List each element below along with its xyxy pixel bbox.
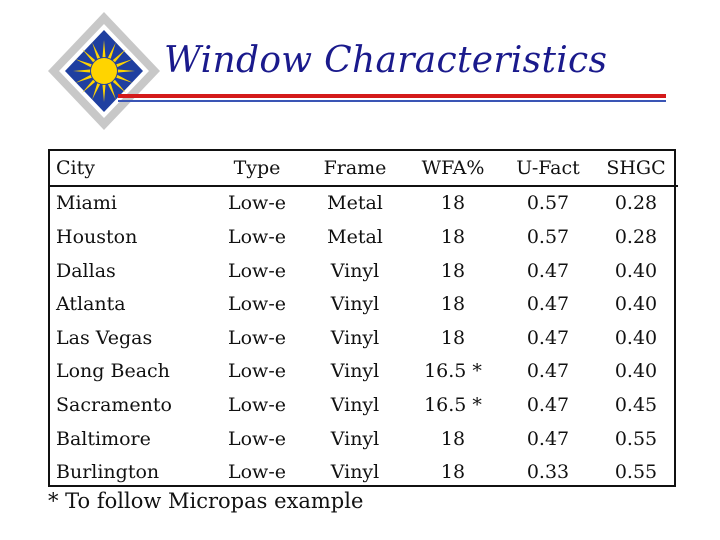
cell-shgc: 0.40 xyxy=(614,293,658,316)
table-row: Atlanta Low-e Vinyl 18 0.47 0.40 xyxy=(50,287,678,321)
cell-frame: Vinyl xyxy=(330,461,380,484)
col-header-frame: Frame xyxy=(323,156,387,179)
cell-type: Low-e xyxy=(228,293,286,316)
cell-u-factor: 0.47 xyxy=(526,259,570,282)
table-row: Las Vegas Low-e Vinyl 18 0.47 0.40 xyxy=(50,321,678,355)
sun-ray xyxy=(92,83,101,100)
cell-type: Low-e xyxy=(228,360,286,383)
cell-city: Burlington xyxy=(56,461,160,484)
sun-ray xyxy=(92,42,101,59)
sun-ray xyxy=(117,69,135,73)
table-row: Dallas Low-e Vinyl 18 0.47 0.40 xyxy=(50,254,678,288)
cell-u-factor: 0.47 xyxy=(526,427,570,450)
sun-ray xyxy=(112,49,126,63)
cell-wfa: 18 xyxy=(440,326,466,349)
cell-wfa: 18 xyxy=(440,427,466,450)
cell-frame: Metal xyxy=(327,192,383,215)
sun-ray xyxy=(82,49,96,63)
cell-u-factor: 0.57 xyxy=(526,225,570,248)
cell-frame: Vinyl xyxy=(330,326,380,349)
cell-city: Dallas xyxy=(56,259,116,282)
title-rule-blue xyxy=(118,100,666,102)
cell-shgc: 0.55 xyxy=(614,427,658,450)
cell-type: Low-e xyxy=(228,393,286,416)
cell-wfa: 18 xyxy=(440,259,466,282)
cell-frame: Vinyl xyxy=(330,293,380,316)
cell-city: Long Beach xyxy=(56,360,170,383)
cell-city: Sacramento xyxy=(56,393,172,416)
table-row: Sacramento Low-e Vinyl 16.5 * 0.47 0.45 xyxy=(50,388,678,422)
table-row: Burlington Low-e Vinyl 18 0.33 0.55 xyxy=(50,455,678,489)
cell-shgc: 0.55 xyxy=(614,461,658,484)
cell-u-factor: 0.47 xyxy=(526,326,570,349)
cell-wfa: 16.5 * xyxy=(424,360,482,383)
cell-shgc: 0.28 xyxy=(614,192,658,215)
sun-ray xyxy=(116,59,133,68)
cell-type: Low-e xyxy=(228,225,286,248)
cell-shgc: 0.40 xyxy=(614,326,658,349)
cell-city: Las Vegas xyxy=(56,326,153,349)
col-header-wfa: WFA% xyxy=(421,156,485,179)
page-title: Window Characteristics xyxy=(164,40,608,81)
title-rule-red xyxy=(118,94,666,98)
cell-type: Low-e xyxy=(228,192,286,215)
sun-ray xyxy=(75,59,92,68)
cell-u-factor: 0.57 xyxy=(526,192,570,215)
sun-ray xyxy=(107,83,116,100)
sun-ray xyxy=(112,79,126,93)
cell-type: Low-e xyxy=(228,461,286,484)
cell-city: Atlanta xyxy=(56,293,126,316)
cell-frame: Vinyl xyxy=(330,360,380,383)
window-characteristics-table: City Type Frame WFA% U-Fact SHGC Miami L… xyxy=(48,149,678,489)
cell-city: Miami xyxy=(56,192,117,215)
cell-u-factor: 0.47 xyxy=(526,393,570,416)
cell-type: Low-e xyxy=(228,326,286,349)
cell-frame: Vinyl xyxy=(330,393,380,416)
cell-shgc: 0.28 xyxy=(614,225,658,248)
sun-ray xyxy=(73,69,91,73)
sun-ray xyxy=(102,84,106,102)
cell-wfa: 16.5 * xyxy=(424,393,482,416)
col-header-shgc: SHGC xyxy=(606,156,666,179)
table-header-row: City Type Frame WFA% U-Fact SHGC xyxy=(50,151,678,186)
cell-type: Low-e xyxy=(228,427,286,450)
cell-u-factor: 0.47 xyxy=(526,360,570,383)
sun-ray xyxy=(75,74,92,83)
table-row: Baltimore Low-e Vinyl 18 0.47 0.55 xyxy=(50,422,678,456)
sun-ray xyxy=(102,40,106,58)
cell-city: Baltimore xyxy=(56,427,151,450)
sun-ray xyxy=(82,79,96,93)
cell-u-factor: 0.33 xyxy=(526,461,570,484)
sun-diamond-logo-icon xyxy=(46,10,162,132)
cell-frame: Vinyl xyxy=(330,259,380,282)
cell-frame: Vinyl xyxy=(330,427,380,450)
cell-wfa: 18 xyxy=(440,225,466,248)
table-row: Long Beach Low-e Vinyl 16.5 * 0.47 0.40 xyxy=(50,355,678,389)
cell-type: Low-e xyxy=(228,259,286,282)
cell-shgc: 0.40 xyxy=(614,360,658,383)
footnote: * To follow Micropas example xyxy=(48,489,364,513)
cell-shgc: 0.45 xyxy=(614,393,658,416)
cell-frame: Metal xyxy=(327,225,383,248)
col-header-type: Type xyxy=(233,156,281,179)
cell-wfa: 18 xyxy=(440,293,466,316)
cell-city: Houston xyxy=(56,225,138,248)
col-header-u-factor: U-Fact xyxy=(516,156,580,179)
table-row: Houston Low-e Metal 18 0.57 0.28 xyxy=(50,220,678,254)
cell-u-factor: 0.47 xyxy=(526,293,570,316)
table-row: Miami Low-e Metal 18 0.57 0.28 xyxy=(50,186,678,221)
sun-ray xyxy=(116,74,133,83)
col-header-city: City xyxy=(56,156,95,179)
sun-ray xyxy=(107,42,116,59)
cell-wfa: 18 xyxy=(440,192,466,215)
cell-wfa: 18 xyxy=(440,461,466,484)
cell-shgc: 0.40 xyxy=(614,259,658,282)
